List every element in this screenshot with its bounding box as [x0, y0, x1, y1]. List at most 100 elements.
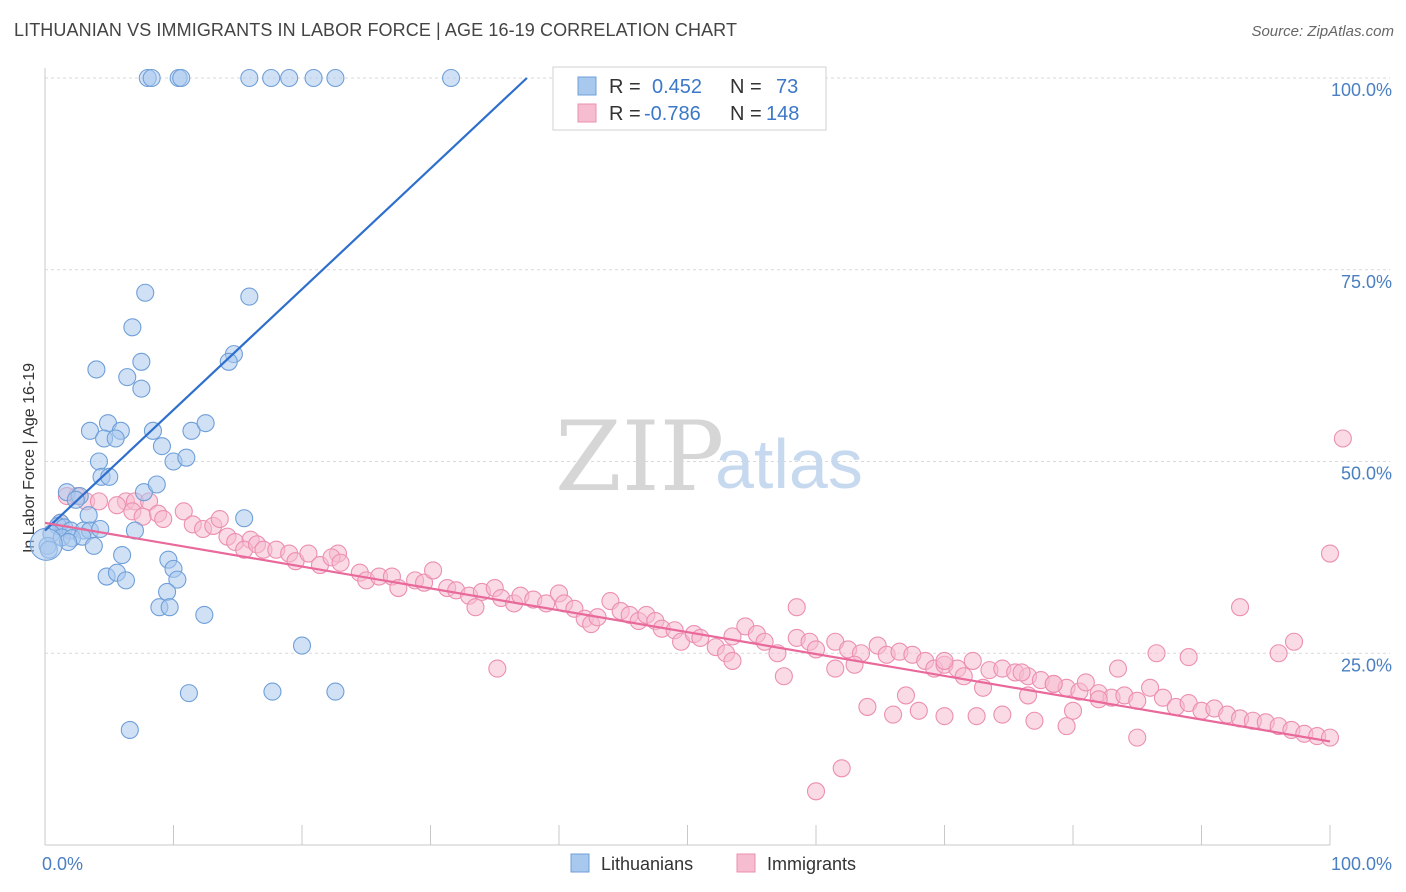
immigrants-point [935, 707, 954, 726]
grid-lines [45, 77, 1390, 654]
lithuanians-point [304, 68, 323, 88]
immigrants-point [832, 759, 851, 778]
immigrants-point [935, 651, 954, 670]
lithuanians-point [132, 379, 151, 398]
lithuanians-point [118, 368, 137, 387]
immigrants-point [1284, 632, 1304, 651]
immigrants-point [967, 707, 986, 726]
immigrants-point [963, 651, 982, 670]
legend-swatch-lithuanians [577, 76, 597, 96]
y-tick-label: 25.0% [1341, 655, 1392, 675]
immigrants-point [107, 496, 127, 515]
immigrants-point [1320, 544, 1340, 563]
watermark: ZIP atlas [555, 401, 863, 513]
correlation-legend: R = 0.452 N = 73 R = -0.786 N = 148 [552, 66, 827, 131]
lithuanians-point [263, 682, 282, 701]
lithuanians-point [84, 536, 103, 555]
lithuanians-point [219, 352, 238, 371]
immigrants-point [1231, 598, 1250, 617]
axes [44, 68, 1331, 846]
lithuanians-point [240, 68, 259, 88]
immigrants-point [424, 561, 443, 580]
lithuanians-point [168, 570, 187, 589]
immigrants-point [691, 628, 710, 647]
y-tick-label: 75.0% [1341, 272, 1392, 292]
x-tick-label: 0.0% [42, 854, 83, 874]
legend-r-value-2: -0.786 [644, 103, 701, 125]
legend-box [552, 66, 827, 131]
tick-labels: 25.0% 50.0% 75.0% 100.0% 0.0% 100.0% [42, 80, 1392, 874]
immigrants-point [1179, 648, 1198, 667]
immigrants-point [89, 492, 109, 511]
lithuanians-point [172, 68, 191, 88]
lithuanians-point [89, 452, 109, 471]
lithuanians-point [152, 437, 171, 456]
immigrants-point [993, 705, 1012, 724]
legend-r-label-1: R = [609, 76, 641, 98]
lithuanians-point [29, 527, 63, 561]
legend-r-value-1: 0.452 [652, 76, 702, 98]
immigrants-point [1128, 728, 1147, 747]
immigrants-point [858, 697, 877, 716]
lithuanians-point [160, 598, 179, 617]
immigrants-point [1076, 673, 1095, 692]
immigrants-point [174, 502, 193, 521]
immigrants-point [1012, 663, 1031, 682]
immigrants-point [331, 553, 350, 572]
immigrants-point [1063, 701, 1083, 720]
lithuanians-point [235, 509, 254, 528]
immigrants-point [1141, 678, 1160, 697]
lithuanians-point [196, 414, 215, 433]
lithuanians-point [79, 506, 98, 525]
immigrants-point [1025, 711, 1044, 730]
series-swatch-lithuanians [570, 853, 590, 873]
immigrants-point [884, 705, 903, 724]
immigrants-point [466, 598, 485, 617]
immigrants-point [787, 598, 806, 617]
lithuanians-point [142, 68, 161, 88]
lithuanians-point [80, 421, 100, 440]
series-label-lithuanians: Lithuanians [601, 854, 693, 874]
immigrants-point [1153, 688, 1172, 707]
immigrants-point [154, 509, 173, 529]
lithuanians-point [123, 318, 142, 337]
trend-lines [44, 77, 1331, 743]
legend-n-label-1: N = [730, 76, 762, 98]
lithuanians-point [326, 682, 345, 701]
immigrants-point [826, 659, 845, 678]
lithuanians-point [113, 546, 132, 565]
lithuanians-point [326, 68, 345, 88]
immigrants-point [723, 651, 742, 670]
lithuanians-point [132, 352, 151, 371]
legend-r-label-2: R = [609, 103, 641, 125]
source-label: Source: ZipAtlas.com [1251, 23, 1394, 40]
immigrants-point [896, 686, 916, 705]
immigrants-point [299, 544, 318, 563]
lithuanians-points [29, 68, 461, 740]
lithuanians-point [177, 448, 196, 467]
immigrants-point [1333, 429, 1352, 448]
lithuanians-point [179, 684, 198, 703]
lithuanians-point [120, 720, 139, 740]
lithuanians-point [262, 68, 281, 88]
immigrants-point [488, 659, 507, 678]
lithuanians-point [292, 636, 312, 655]
chart-title: LITHUANIAN VS IMMIGRANTS IN LABOR FORCE … [14, 20, 738, 40]
lithuanians-point [158, 582, 177, 601]
watermark-zip: ZIP [555, 401, 724, 513]
immigrants-point [1057, 717, 1076, 736]
lithuanians-point [147, 475, 166, 494]
lithuanians-point [182, 421, 201, 440]
legend-n-label-2: N = [730, 103, 762, 125]
immigrants-point [1269, 644, 1288, 663]
lithuanians-point [87, 360, 106, 379]
lithuanians-point [136, 283, 155, 302]
immigrants-point [806, 782, 826, 801]
immigrants-point [1044, 674, 1063, 693]
legend-swatch-immigrants [577, 103, 597, 123]
immigrants-point [1147, 644, 1166, 663]
legend-n-value-2: 148 [766, 103, 799, 125]
series-legend: Lithuanians Immigrants [570, 853, 856, 874]
lithuanians-point [195, 605, 214, 624]
